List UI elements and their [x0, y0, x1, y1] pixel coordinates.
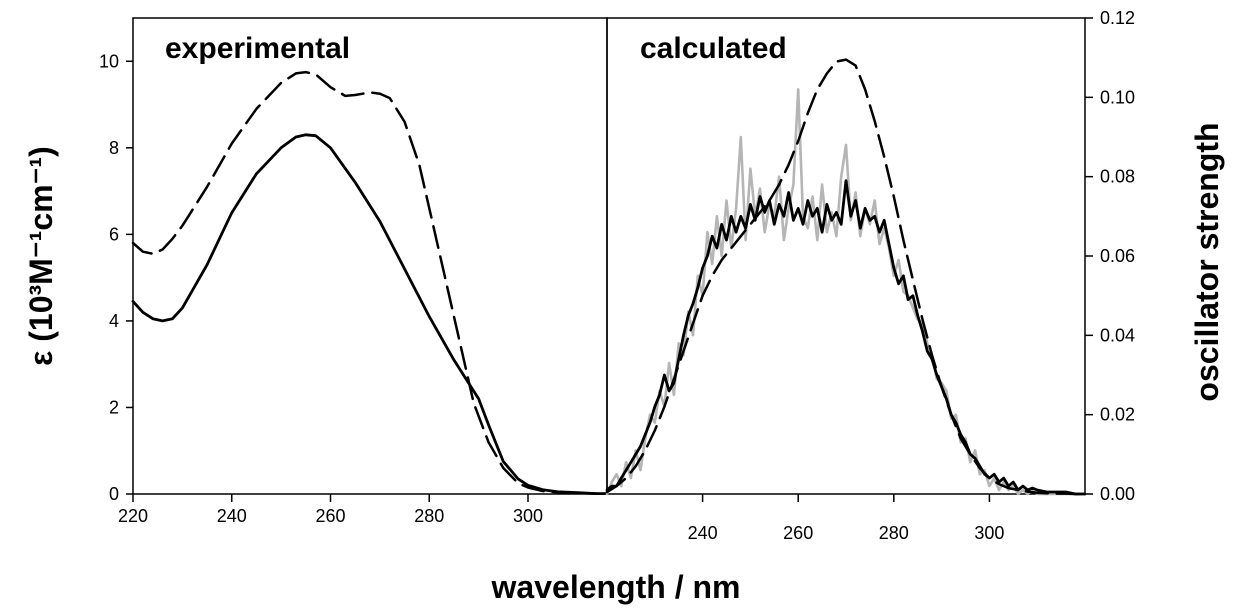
y-tick-label: 0.04: [1100, 325, 1135, 345]
experimental-panel-title: experimental: [165, 32, 350, 65]
y-tick-label: 0.02: [1100, 405, 1135, 425]
calculated-series: [605, 58, 1087, 496]
y-tick-label: 10: [99, 51, 119, 71]
experimental-series-solid-black-line: [131, 133, 609, 496]
y-tick-label: 0.12: [1100, 8, 1135, 28]
y-tick-label: 6: [109, 224, 119, 244]
y-tick-label: 0: [109, 484, 119, 504]
experimental-series-dashed-line: [131, 70, 609, 495]
calculated-axis-ticks: 240 260 280 300 0.00 0.02 0.04 0.06 0.08 0.10 0.12: [688, 8, 1135, 543]
experimental-axis-ticks: 220 240 260 280 300 0 2 4 6 8 10: [99, 51, 543, 526]
left-y-axis-title: ε (10³M⁻¹cm⁻¹): [23, 146, 59, 366]
calculated-series-solid-black-line: [605, 179, 1087, 496]
x-tick-label: 280: [879, 523, 909, 543]
y-tick-label: 8: [109, 138, 119, 158]
x-tick-label: 260: [315, 506, 345, 526]
x-tick-label: 260: [783, 523, 813, 543]
y-tick-label: 0.08: [1100, 167, 1135, 187]
x-axis-title: wavelength / nm: [491, 569, 741, 605]
right-y-axis-title: oscillator strength: [1189, 122, 1225, 401]
calculated-panel-title: calculated: [640, 32, 787, 65]
y-tick-label: 0.00: [1100, 484, 1135, 504]
x-tick-label: 300: [974, 523, 1004, 543]
x-tick-label: 220: [118, 506, 148, 526]
experimental-series: [131, 70, 609, 496]
x-tick-label: 280: [414, 506, 444, 526]
y-tick-label: 2: [109, 397, 119, 417]
y-tick-label: 0.06: [1100, 246, 1135, 266]
y-tick-label: 4: [109, 311, 119, 331]
x-tick-label: 300: [513, 506, 543, 526]
x-tick-label: 240: [217, 506, 247, 526]
calculated-series-dashed-line: [605, 58, 1087, 496]
y-tick-label: 0.10: [1100, 87, 1135, 107]
x-tick-label: 240: [688, 523, 718, 543]
